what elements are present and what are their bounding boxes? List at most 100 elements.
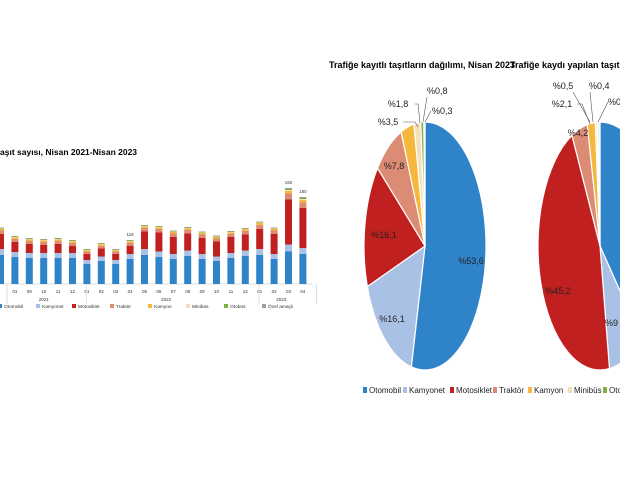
bar-motosiklet-21: [299, 208, 307, 248]
bar-kamyonet-15: [213, 256, 220, 261]
bar-kamyonet-14: [198, 254, 206, 259]
bar-otobus-14: [198, 232, 206, 233]
x-tick-label: 04: [300, 289, 306, 294]
bar-kamyon-5: [69, 241, 76, 243]
bar-minibus-18: [256, 222, 264, 223]
bar-kamyon-8: [112, 250, 120, 252]
legend-swatch-otobus: [224, 304, 228, 308]
legend-label-ozel-amacli: Özel amaçlı: [268, 303, 293, 310]
bar-otomobil-7: [97, 261, 105, 284]
bar-kamyonet-6: [83, 260, 91, 264]
bar-ozel-amacli-18: [256, 221, 264, 222]
bar-traktor-15: [213, 238, 220, 242]
bar-motosiklet-6: [83, 254, 91, 260]
bar-kamyon-15: [213, 237, 220, 239]
bar-ozel-amacli-10: [141, 225, 148, 226]
bar-ozel-amacli-8: [112, 249, 120, 250]
bar-kamyonet-20: [285, 244, 292, 252]
bar-kamyon-16: [227, 232, 235, 234]
slice-kamyonet: [366, 244, 426, 368]
slice-label-otobus: %0,8: [427, 86, 448, 96]
bar-traktor-16: [227, 234, 235, 237]
pie-legend-label-otobus: Otobüs: [609, 386, 620, 395]
bar-kamyonet-17: [241, 250, 249, 256]
bar-traktor-14: [198, 234, 206, 238]
bar-motosiklet-4: [54, 244, 62, 253]
bar-kamyonet-21: [299, 248, 307, 254]
bar-minibus-5: [69, 241, 76, 242]
legend-label-motosiklet: Motosiklet: [78, 304, 100, 310]
data-label: 192: [285, 180, 293, 185]
bar-minibus-4: [54, 239, 62, 240]
legend-swatch-motosiklet: [72, 304, 76, 308]
bar-otomobil-10: [141, 255, 148, 284]
bar-minibus-9: [126, 241, 134, 242]
bar-minibus-16: [227, 232, 235, 233]
bar-otomobil-4: [54, 258, 62, 284]
bar-ozel-amacli-15: [213, 235, 220, 236]
x-tick-label: 06: [156, 289, 162, 294]
data-label: 180: [299, 189, 307, 194]
bar-traktor-13: [184, 230, 192, 234]
bar-kamyon-9: [126, 241, 134, 243]
bar-kamyonet-8: [112, 260, 120, 264]
bar-otomobil-20: [285, 251, 292, 284]
bar-motosiklet-5: [69, 246, 76, 253]
legend-swatch-otomobil: [0, 304, 2, 308]
bar-minibus-8: [112, 250, 120, 251]
bar-ozel-amacli-11: [155, 226, 163, 227]
bar-ozel-amacli-1: [11, 236, 19, 237]
bar-ozel-amacli-3: [40, 239, 48, 240]
bar-kamyon-2: [25, 239, 33, 241]
bar-otobus-17: [241, 228, 249, 229]
bar-otobus-16: [227, 231, 235, 232]
x-tick-label: 07: [171, 289, 177, 294]
pie-legend-label-traktor: Traktör: [499, 386, 524, 395]
bar-kamyon-14: [198, 233, 206, 235]
pie-legend-swatch-minibus: [568, 387, 572, 393]
bar-otomobil-15: [213, 261, 220, 284]
pie-legend-label-kamyon: Kamyon: [534, 386, 563, 395]
bar-minibus-14: [198, 232, 206, 233]
x-tick-label: 12: [70, 289, 76, 294]
bar-motosiklet-3: [40, 245, 48, 253]
slice-label-kamyonet: %9: [605, 318, 618, 328]
bar-otobus-21: [299, 198, 307, 199]
bar-traktor-8: [112, 251, 120, 254]
bar-motosiklet-8: [112, 254, 120, 260]
bar-motosiklet-14: [198, 238, 206, 254]
bar-kamyonet-10: [141, 249, 148, 255]
bar-otobus-6: [83, 249, 91, 250]
bar-motosiklet-18: [256, 229, 264, 249]
bar-minibus-19: [270, 228, 278, 229]
pie-legend-label-kamyonet: Kamyonet: [409, 386, 446, 395]
bar-otobus-9: [126, 240, 134, 241]
legend-swatch-ozel-amacli: [262, 304, 266, 308]
bar-otobus-20: [285, 189, 292, 190]
bar-motosiklet-16: [227, 237, 235, 253]
pie-legend-swatch-kamyon: [528, 387, 532, 393]
bar-otomobil-11: [155, 257, 163, 284]
bar-kamyonet-0: [0, 249, 4, 255]
x-tick-label: 09: [27, 289, 33, 294]
bar-ozel-amacli-21: [299, 197, 307, 198]
x-tick-label: 03: [113, 289, 119, 294]
bar-traktor-11: [155, 229, 163, 233]
bar-minibus-11: [155, 227, 163, 228]
bar-otomobil-19: [270, 259, 278, 284]
bar-kamyonet-7: [97, 256, 105, 261]
bar-ozel-amacli-19: [270, 227, 278, 228]
slice-label-kamyonet: %16,1: [379, 314, 405, 324]
bar-otomobil-6: [83, 264, 91, 284]
slice-label-ozel-amacli: %0,3: [432, 106, 453, 116]
bar-ozel-amacli-6: [83, 249, 91, 250]
bar-ozel-amacli-12: [169, 230, 177, 231]
bar-ozel-amacli-14: [198, 231, 206, 232]
pie-legend-label-otomobil: Otomobil: [369, 386, 401, 395]
x-tick-label: 08: [185, 289, 191, 294]
bar-motosiklet-19: [270, 234, 278, 254]
slice-ozel-amacli: [598, 121, 601, 247]
slice-label-traktor: %7,8: [384, 161, 405, 171]
bar-traktor-10: [141, 228, 148, 232]
bar-ozel-amacli-5: [69, 240, 76, 241]
